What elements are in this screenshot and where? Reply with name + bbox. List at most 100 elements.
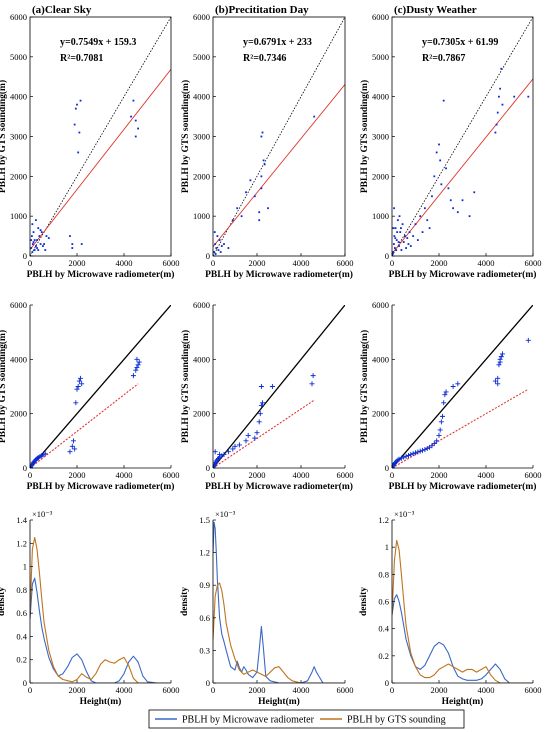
data-point bbox=[440, 183, 443, 186]
y-tick-label: 1.2 bbox=[378, 515, 389, 525]
x-tick-label: 6000 bbox=[163, 258, 180, 268]
plot-frame bbox=[212, 16, 346, 257]
x-tick-label: 0 bbox=[28, 258, 32, 268]
panel-8: 0 2000 4000 6000 0 0.3 0.6 0.9 1.2 1.5 Height(m) de… bbox=[180, 509, 354, 707]
fit-line bbox=[30, 68, 171, 250]
y-axis-label: density bbox=[0, 587, 7, 616]
data-point bbox=[47, 237, 50, 239]
data-point bbox=[42, 245, 44, 247]
data-point bbox=[134, 135, 137, 138]
x-axis-label: PBLH by Microwave radiometer(m) bbox=[389, 481, 537, 492]
y-tick-label: 0.3 bbox=[199, 645, 210, 655]
data-point bbox=[431, 441, 437, 447]
one-to-one-line bbox=[30, 305, 171, 468]
data-point bbox=[433, 175, 436, 178]
y-tick-label: 0 bbox=[206, 678, 210, 688]
y-tick-label: 2000 bbox=[193, 171, 210, 181]
data-point bbox=[513, 95, 516, 98]
fit-r2: R²=0.7346 bbox=[243, 53, 286, 64]
data-point bbox=[445, 167, 447, 170]
data-point bbox=[39, 243, 42, 245]
data-point bbox=[434, 438, 440, 444]
data-point bbox=[431, 195, 433, 198]
x-tick-label: 4000 bbox=[478, 685, 495, 695]
data-point bbox=[31, 223, 34, 226]
y-exponent-label: ×10⁻³ bbox=[394, 509, 415, 519]
panel-3: 0 2000 4000 60000100020003000400050006000PB… bbox=[359, 4, 542, 280]
data-point bbox=[437, 427, 443, 433]
data-point bbox=[71, 243, 74, 245]
data-point bbox=[76, 103, 78, 106]
y-axis-label: PBLH by GTS sounding(m) bbox=[359, 330, 370, 443]
x-axis-label: PBLH by Microwave radiometer(m) bbox=[27, 481, 175, 492]
plot-area bbox=[213, 521, 345, 683]
y-tick-label: 1 bbox=[385, 542, 389, 552]
panel-title: (b)Precititation Day bbox=[215, 4, 309, 16]
data-point bbox=[73, 400, 79, 406]
data-point bbox=[395, 457, 401, 463]
data-point bbox=[473, 191, 476, 194]
y-tick-label: 2000 bbox=[193, 409, 210, 419]
data-point bbox=[461, 199, 464, 202]
data-point bbox=[34, 219, 37, 222]
data-point bbox=[263, 163, 266, 166]
data-point bbox=[137, 127, 139, 130]
y-axis-label: PBLH by GTS sounding(m) bbox=[0, 330, 8, 443]
data-point bbox=[236, 442, 242, 448]
y-tick-label: 1 bbox=[23, 562, 27, 572]
data-point bbox=[392, 251, 395, 253]
plot-area bbox=[30, 17, 171, 256]
data-point bbox=[397, 241, 400, 243]
y-tick-label: 6000 bbox=[10, 300, 27, 310]
x-axis-label: Height(m) bbox=[258, 696, 300, 707]
data-point bbox=[258, 211, 261, 214]
data-point bbox=[221, 451, 227, 457]
data-point bbox=[400, 227, 402, 230]
data-point bbox=[39, 229, 42, 232]
data-point bbox=[527, 95, 530, 98]
x-tick-label: 2000 bbox=[249, 258, 266, 268]
data-point bbox=[245, 432, 251, 438]
data-point bbox=[435, 151, 438, 154]
data-point bbox=[256, 419, 262, 425]
x-tick-label: 6000 bbox=[163, 685, 180, 695]
data-point bbox=[260, 187, 263, 190]
data-point bbox=[400, 249, 403, 251]
panel-title: (c)Dusty Weather bbox=[394, 4, 477, 16]
y-tick-label: 0 bbox=[206, 251, 210, 261]
data-point bbox=[231, 219, 234, 222]
y-tick-label: 0.8 bbox=[16, 585, 27, 595]
data-point bbox=[249, 179, 252, 182]
data-point bbox=[525, 337, 531, 343]
y-axis-label: PBLH by GTS sounding(m) bbox=[0, 80, 8, 193]
data-point bbox=[395, 239, 398, 241]
plot-area bbox=[392, 305, 533, 468]
data-point bbox=[42, 451, 48, 457]
data-point bbox=[32, 231, 35, 233]
data-point bbox=[40, 452, 46, 458]
data-point bbox=[230, 446, 236, 452]
y-tick-label: 1.2 bbox=[199, 548, 210, 558]
y-axis-label: density bbox=[180, 587, 190, 616]
data-point bbox=[447, 187, 450, 190]
x-tick-label: 0 bbox=[390, 685, 394, 695]
data-point bbox=[494, 131, 497, 134]
y-tick-label: 0.6 bbox=[199, 613, 210, 623]
x-tick-label: 4000 bbox=[478, 258, 495, 268]
data-point bbox=[214, 253, 217, 255]
data-point bbox=[80, 243, 83, 245]
fit-line bbox=[213, 399, 315, 468]
panel-7: 0 2000 4000 6000 0 0.2 0.4 0.6 0.8 1 1.2 1.4 Height(… bbox=[0, 509, 180, 707]
y-axis-label: density bbox=[359, 587, 369, 616]
data-point bbox=[219, 251, 222, 253]
data-point bbox=[252, 435, 258, 441]
x-axis-label: PBLH by Microwave radiometer(m) bbox=[205, 269, 353, 280]
data-point bbox=[449, 199, 452, 202]
x-tick-label: 6000 bbox=[525, 258, 542, 268]
data-point bbox=[213, 458, 219, 464]
data-point bbox=[499, 351, 505, 357]
data-point bbox=[213, 251, 215, 253]
data-point bbox=[401, 223, 404, 226]
x-tick-label: 2000 bbox=[69, 470, 86, 480]
y-tick-label: 0.2 bbox=[16, 655, 27, 665]
